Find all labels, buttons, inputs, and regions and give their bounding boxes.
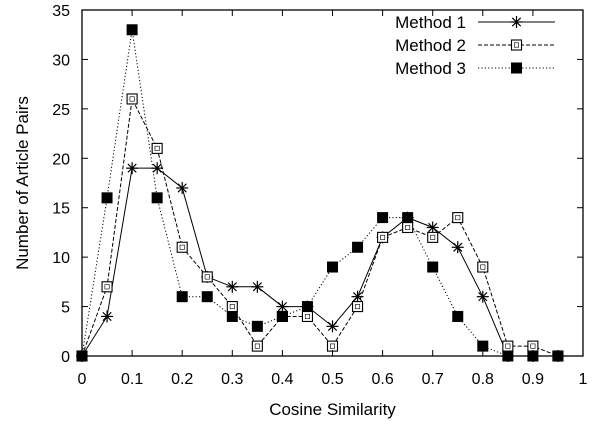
legend-marker-2 <box>510 39 523 51</box>
series-2-point <box>226 301 238 313</box>
series-1-point <box>151 162 164 175</box>
legend-label-2: Method 2 <box>395 36 466 55</box>
series-2-point <box>101 281 113 293</box>
series-3-point <box>226 310 238 322</box>
y-tick-label: 15 <box>52 201 70 218</box>
x-tick-label: 0.7 <box>422 371 444 388</box>
series-2-point <box>427 231 439 243</box>
legend-label-1: Method 1 <box>395 13 466 32</box>
series-2-point <box>126 93 138 105</box>
series-2-point <box>176 241 188 253</box>
x-tick-label: 0 <box>78 371 87 388</box>
series-2-point <box>452 212 464 224</box>
series-line-3 <box>81 29 558 357</box>
legend-label-3: Method 3 <box>395 59 466 78</box>
series-3-point <box>452 310 464 322</box>
series-3-point <box>126 24 138 36</box>
series-3-point <box>477 340 489 352</box>
x-tick-label: 0.9 <box>522 371 544 388</box>
series-1-point <box>426 221 439 234</box>
series-1-point <box>276 300 289 313</box>
legend-marker-1 <box>510 16 523 28</box>
series-1-point <box>176 181 189 194</box>
y-tick-label: 5 <box>61 300 70 317</box>
x-axis-title: Cosine Similarity <box>269 400 396 419</box>
series-1-point <box>326 320 339 333</box>
series-3-point <box>101 192 113 204</box>
series-3-point <box>427 261 439 273</box>
series-line-1 <box>81 167 558 357</box>
axes: 0 0.1 0.2 0.3 0.4 0.5 0.6 0.7 0.8 0.9 105101520253… <box>13 3 588 419</box>
series-2-point <box>402 221 414 234</box>
series-3-point <box>327 261 338 273</box>
series-3-point <box>151 192 163 204</box>
series-3-point <box>201 291 213 303</box>
y-tick-label: 0 <box>61 349 70 366</box>
series-3-point <box>276 310 288 322</box>
series-2-point <box>326 340 339 352</box>
series-3-point <box>402 212 414 224</box>
series-line-2 <box>81 97 559 357</box>
series-2-point <box>251 340 263 352</box>
series-3-point <box>301 301 313 313</box>
series-1-point <box>226 280 239 293</box>
series-3-point <box>352 241 364 253</box>
series-1-point <box>451 241 464 254</box>
x-tick-label: 0.1 <box>121 371 143 388</box>
y-tick-label: 10 <box>52 250 70 267</box>
plot-area <box>76 24 564 362</box>
legend: Method 1 Method 2 Method 3 <box>395 13 555 78</box>
y-tick-label: 20 <box>52 151 70 168</box>
series-1-point <box>476 290 489 303</box>
series-2-point <box>477 261 489 273</box>
y-axis-title: Number of Article Pairs <box>13 96 32 270</box>
x-tick-label: 0.8 <box>472 371 494 388</box>
series-1-point <box>351 290 364 303</box>
series-3-point <box>176 291 188 303</box>
x-tick-label: 0.4 <box>271 371 293 388</box>
series-2-point <box>151 142 163 154</box>
y-tick-label: 30 <box>52 52 70 69</box>
series-2-point <box>502 340 514 352</box>
y-tick-label: 35 <box>52 3 70 20</box>
plot-frame <box>81 9 584 357</box>
series-3-point <box>377 212 389 224</box>
series-1-point <box>101 310 114 323</box>
series-2-point <box>527 340 539 352</box>
x-tick-label: 0.6 <box>371 371 393 388</box>
y-tick-label: 25 <box>52 102 70 119</box>
x-tick-label: 0.3 <box>221 371 243 388</box>
x-tick-label: 0.2 <box>171 371 193 388</box>
series-2-point <box>377 231 389 243</box>
series-3-point <box>251 320 263 332</box>
x-tick-label: 1 <box>579 371 588 388</box>
legend-marker-3 <box>511 62 522 74</box>
series-2-point <box>301 310 314 323</box>
series-2-point <box>201 271 213 283</box>
series-1-point <box>251 280 264 293</box>
x-tick-label: 0.5 <box>321 371 343 388</box>
series-1-point <box>126 162 139 175</box>
series-2-point <box>351 301 364 313</box>
